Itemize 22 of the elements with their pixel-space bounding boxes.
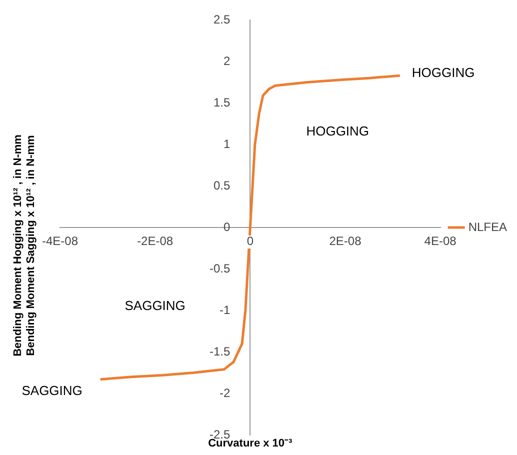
x-tick-label: -4E-08 (42, 234, 78, 248)
y-axis-title: Bending Moment Hogging x 10¹² , in N-mm Bending Moment Sagging x 10¹² , in N-mm (12, 134, 38, 356)
y-tick-label: 1 (223, 136, 230, 151)
y-tick-label: -1.5 (209, 344, 230, 358)
annotation: SAGGING (124, 298, 186, 313)
y-tick-label: 2 (223, 54, 230, 68)
x-tick-label: 0 (246, 234, 254, 248)
annotation: HOGGING (412, 65, 475, 80)
y-tick-label: -2 (219, 386, 230, 400)
x-tick-label: 4E-08 (424, 234, 457, 248)
y-tick-label: 0 (223, 220, 230, 234)
annotation: SAGGING (22, 382, 82, 398)
y-tick-label: 1.5 (213, 95, 230, 110)
y-tick-label: 2.5 (213, 12, 230, 26)
annotation: HOGGING (306, 124, 370, 139)
x-axis-title: Curvature x 10⁻³ (208, 438, 293, 450)
y-tick-label: -1 (219, 302, 230, 317)
y-tick-label: -0.5 (209, 261, 230, 276)
x-tick-label: -2E-08 (137, 234, 174, 248)
y-tick-label: 0.5 (213, 178, 230, 192)
x-tick-label: 2E-08 (329, 234, 362, 248)
legend-label: NLFEA (468, 220, 508, 234)
